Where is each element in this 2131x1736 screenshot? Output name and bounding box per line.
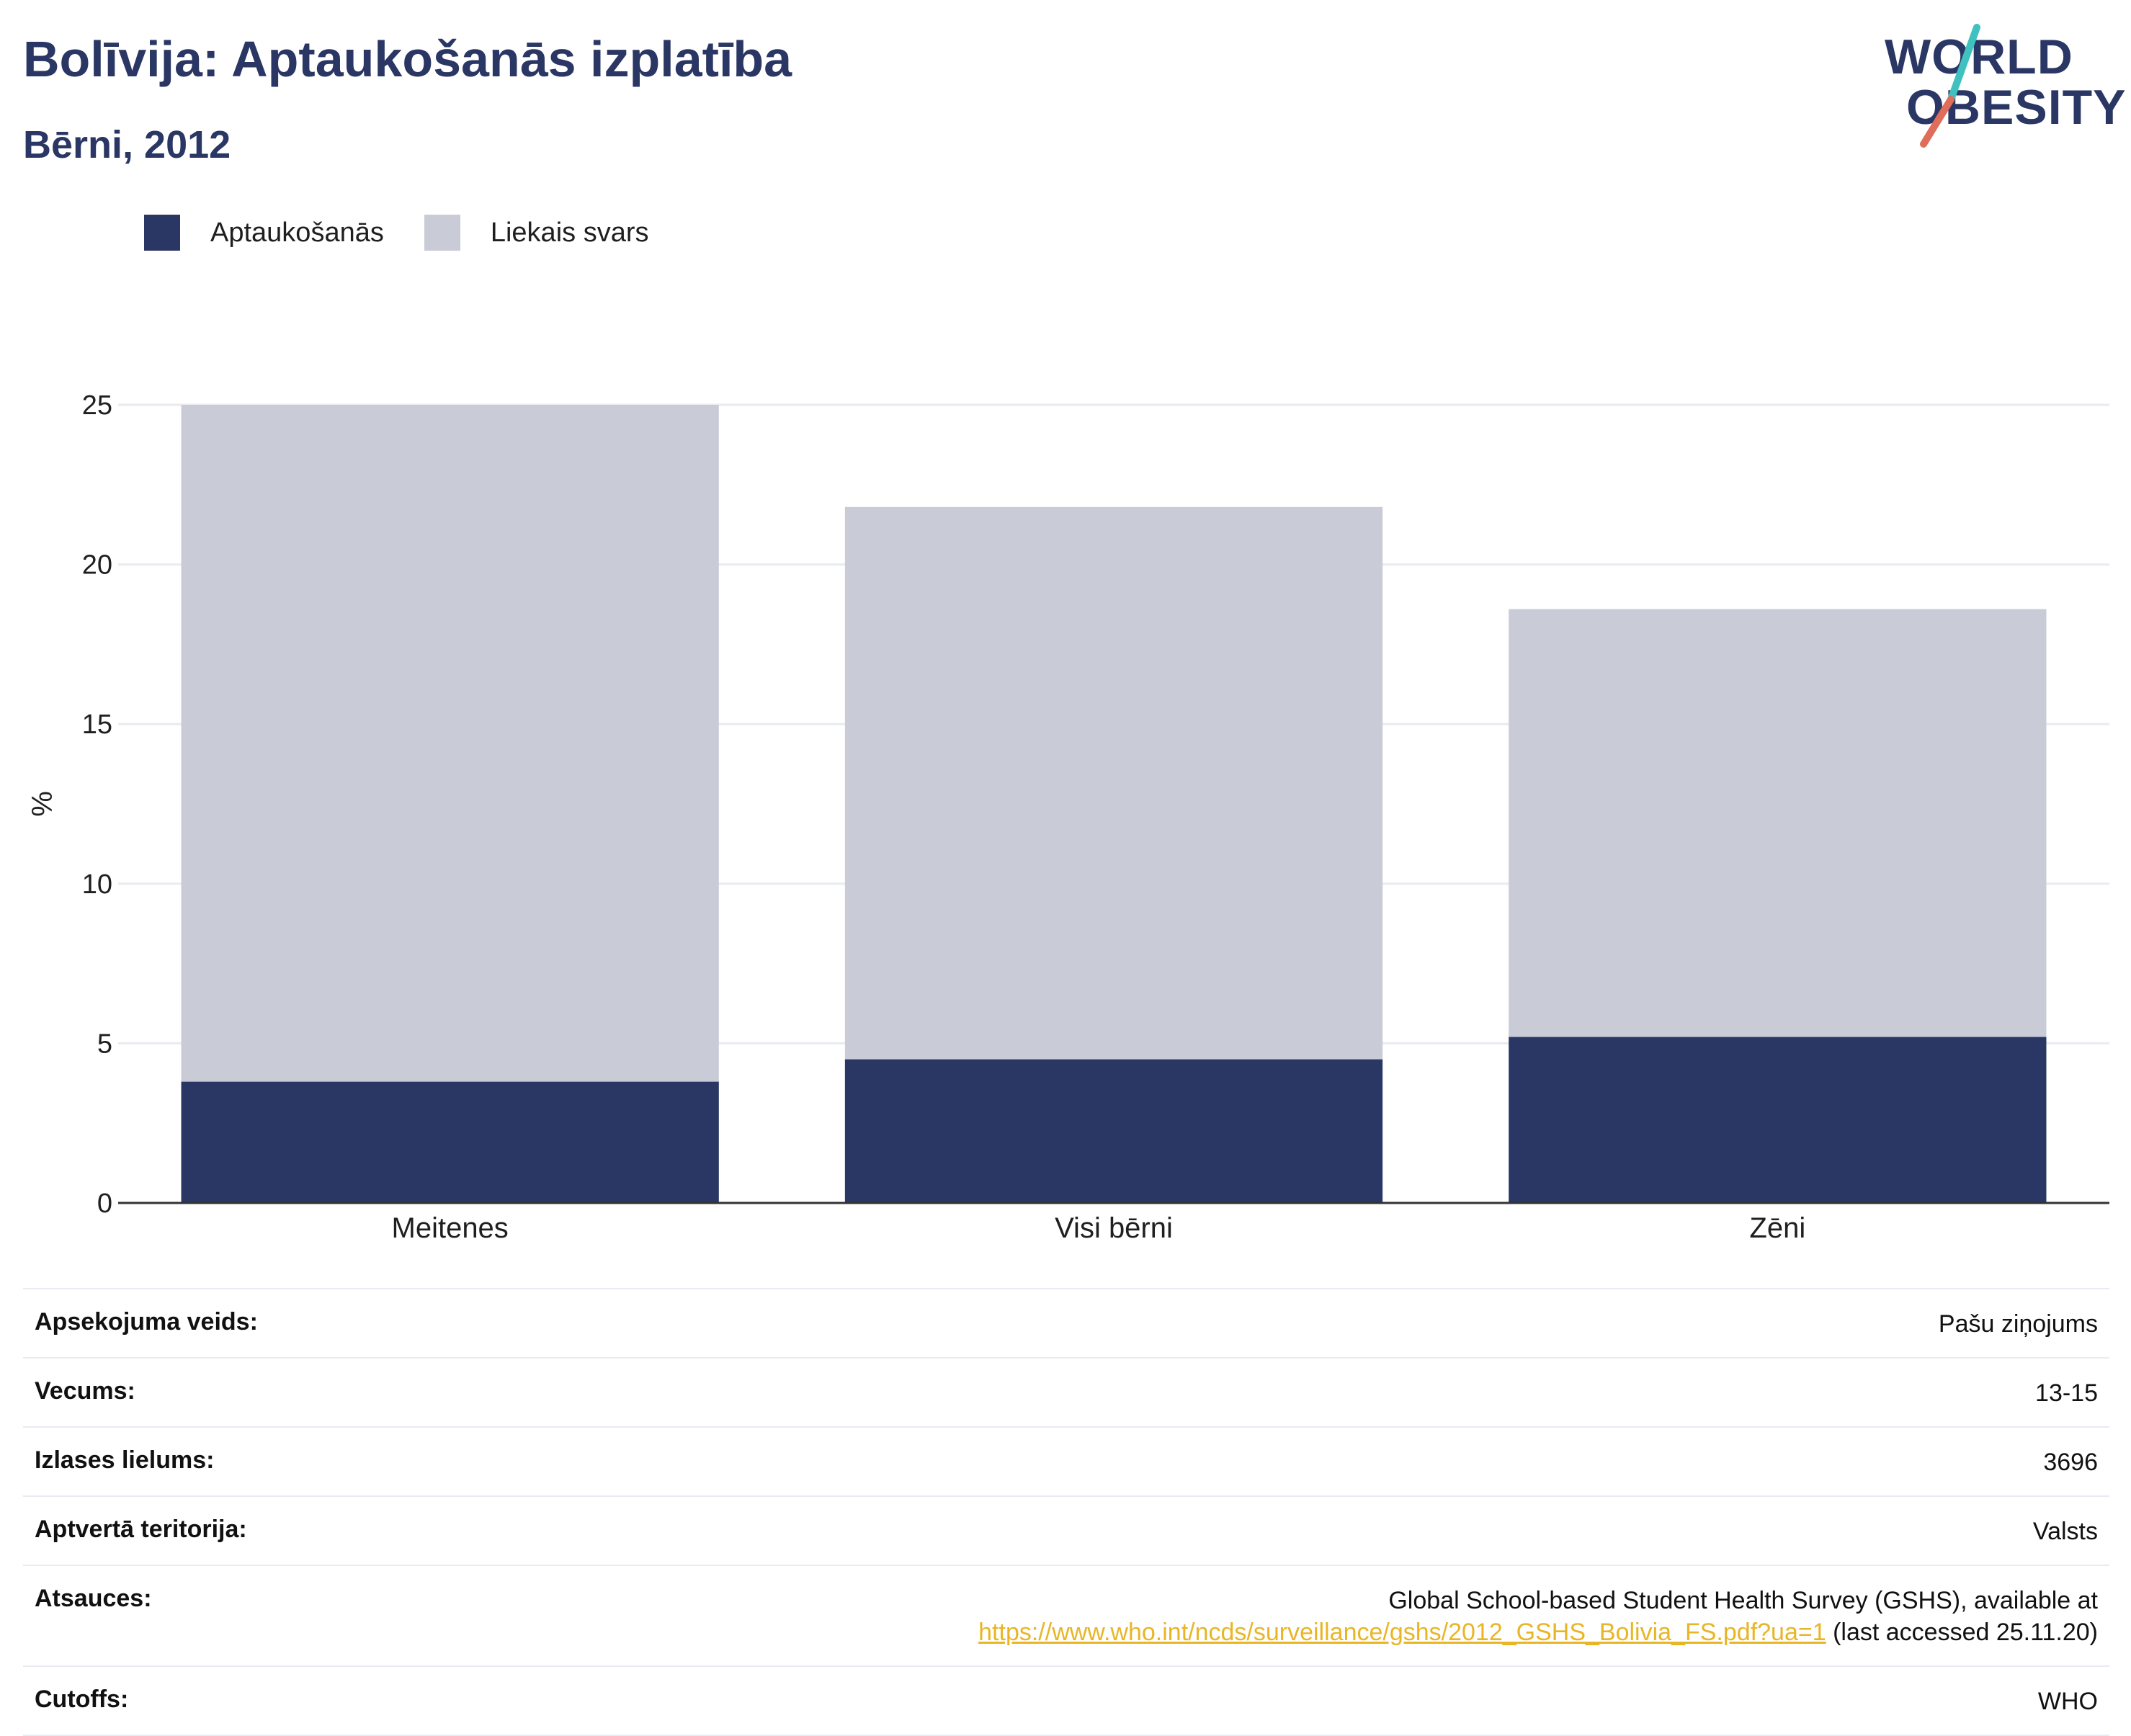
info-value: WHO (2037, 1688, 2098, 1715)
reference-accessed-note: (last accessed 25.11.20) (1826, 1619, 2098, 1646)
legend-swatch-overweight (424, 215, 460, 251)
info-row-area-covered: Aptvertā teritorija: Valsts (23, 1497, 2109, 1566)
y-tick-label: 0 (97, 1189, 112, 1219)
info-value: Pašu ziņojums (1938, 1310, 2098, 1338)
y-tick-label: 15 (82, 710, 112, 740)
legend-label-obesity: Aptaukošanās (210, 217, 384, 248)
stacked-bar-chart: 0 5 10 15 20 25% Meitenes Visi bērni Zēni (27, 390, 2109, 1244)
legend-item-obesity: Aptaukošanās (144, 215, 384, 251)
info-value: Valsts (2032, 1518, 2098, 1545)
info-row-age: Vecums: 13-15 (23, 1359, 2109, 1428)
info-row-sample-size: Izlases lielums: 3696 (23, 1428, 2109, 1497)
logo-text-world: WORLD (1885, 30, 2073, 84)
legend-swatch-obesity (144, 215, 180, 251)
info-label: Atsauces: (35, 1585, 152, 1612)
info-row-cutoffs: Cutoffs: WHO (23, 1667, 2109, 1736)
bar-segment (1509, 609, 2047, 1037)
logo-slash-icon (1920, 24, 1980, 148)
reference-link[interactable]: https://www.who.int/ncds/surveillance/gs… (978, 1619, 1826, 1646)
x-tick-label: Zēni (1749, 1212, 1805, 1244)
info-label: Izlases lielums: (35, 1446, 215, 1474)
y-tick-label: 5 (97, 1029, 112, 1059)
y-tick-label: 25 (82, 390, 112, 421)
y-tick-label: 10 (82, 869, 112, 900)
bar-segment (181, 1081, 719, 1203)
chart-title: Bolīvija: Aptaukošanās izplatība (23, 31, 792, 87)
info-value: 3696 (2043, 1449, 2098, 1476)
info-row-survey-type: Apsekojuma veids: Pašu ziņojums (23, 1289, 2109, 1359)
bar-segment (844, 1059, 1383, 1203)
chart-subtitle: Bērni, 2012 (23, 123, 231, 166)
reference-text: Global School-based Student Health Surve… (1388, 1587, 2098, 1614)
info-value-references: Global School-based Student Health Surve… (978, 1585, 2098, 1648)
legend-item-overweight: Liekais svars (424, 215, 649, 251)
info-label: Cutoffs: (35, 1686, 129, 1713)
bar-segment (844, 506, 1383, 1060)
bar-segment (1509, 1037, 2047, 1203)
x-tick-label: Visi bērni (1055, 1212, 1173, 1244)
y-tick-label: 20 (82, 550, 112, 581)
info-label: Vecums: (35, 1377, 135, 1405)
y-axis-title: % (27, 791, 58, 817)
world-obesity-logo: WORLD OBESITY (1880, 22, 2126, 151)
info-value: 13-15 (2035, 1379, 2098, 1407)
chart-legend: Aptaukošanās Liekais svars (144, 215, 689, 251)
info-row-references: Atsauces: Global School-based Student He… (23, 1566, 2109, 1667)
info-table: Apsekojuma veids: Pašu ziņojums Vecums: … (23, 1288, 2109, 1736)
legend-label-overweight: Liekais svars (490, 217, 649, 248)
bar-segment (181, 405, 719, 1082)
x-tick-label: Meitenes (392, 1212, 509, 1244)
info-label: Apsekojuma veids: (35, 1308, 258, 1335)
info-label: Aptvertā teritorija: (35, 1516, 247, 1543)
